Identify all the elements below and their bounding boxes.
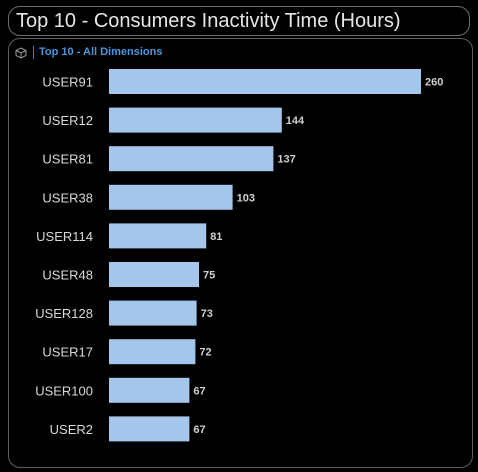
- bar-user81[interactable]: [109, 146, 274, 172]
- bar-user48[interactable]: [109, 262, 199, 287]
- value-label: 67: [193, 424, 205, 436]
- bar-user17[interactable]: [109, 339, 196, 365]
- category-label: USER48: [42, 268, 93, 283]
- bar-user114[interactable]: [109, 223, 207, 249]
- value-label: 103: [237, 192, 255, 204]
- panel-title[interactable]: Top 10 - All Dimensions: [39, 46, 163, 58]
- value-label: 260: [425, 77, 443, 89]
- category-label: USER2: [50, 422, 93, 437]
- value-label: 72: [199, 347, 211, 359]
- value-label: 137: [277, 154, 295, 166]
- bar-user2[interactable]: [109, 416, 190, 442]
- cube-icon[interactable]: [15, 46, 27, 59]
- value-label: 73: [201, 308, 213, 320]
- chart-title-box: Top 10 - Consumers Inactivity Time (Hour…: [8, 6, 470, 36]
- category-label: USER17: [42, 345, 93, 360]
- value-label: 81: [210, 231, 222, 243]
- bar-user12[interactable]: [109, 107, 282, 133]
- category-label: USER128: [35, 306, 93, 321]
- category-label: USER91: [42, 75, 93, 90]
- category-label: USER114: [36, 229, 93, 244]
- bar-user100[interactable]: [109, 377, 190, 403]
- chart-panel: Top 10 - All Dimensions: [8, 38, 473, 468]
- header-separator: [33, 45, 34, 59]
- value-label: 144: [286, 115, 305, 127]
- panel-header: Top 10 - All Dimensions: [15, 45, 162, 59]
- category-label: USER38: [42, 190, 93, 205]
- chart-title: Top 10 - Consumers Inactivity Time (Hour…: [16, 10, 401, 32]
- bar-user38[interactable]: [109, 184, 233, 210]
- value-label: 75: [203, 270, 215, 282]
- bar-user91[interactable]: [109, 69, 421, 94]
- category-label: USER100: [35, 383, 93, 398]
- category-label: USER12: [42, 113, 93, 128]
- value-label: 67: [193, 385, 205, 397]
- bar-user128[interactable]: [109, 300, 197, 326]
- category-label: USER81: [42, 152, 93, 167]
